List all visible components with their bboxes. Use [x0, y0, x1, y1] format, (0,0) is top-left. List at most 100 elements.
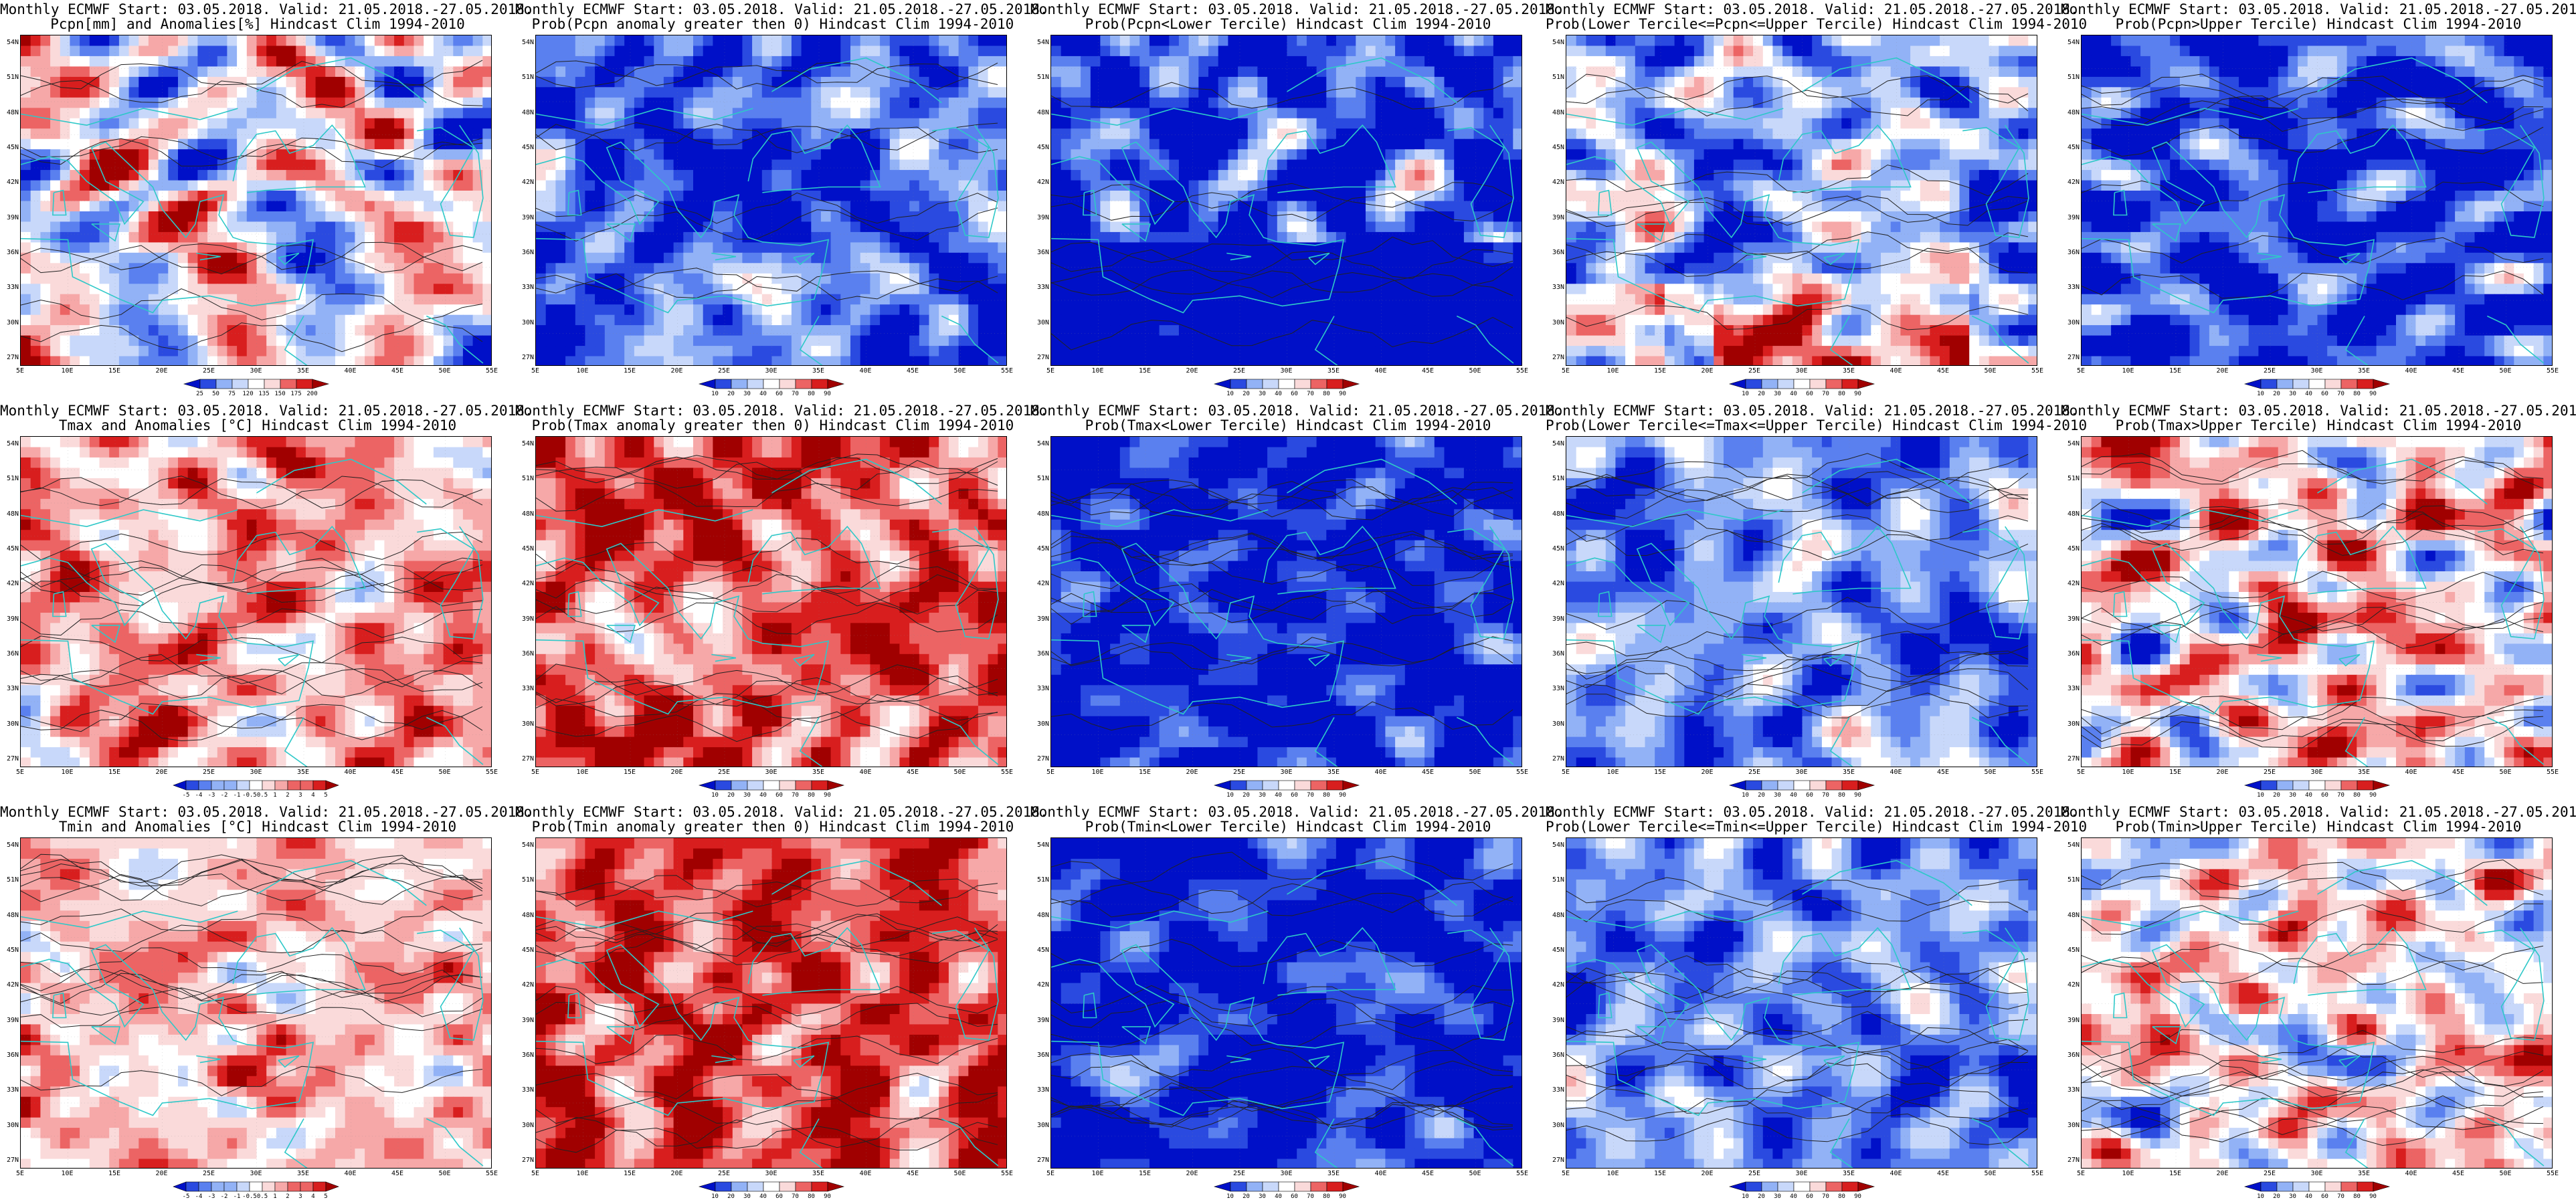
longitude-tick-label: 35E — [2354, 1171, 2374, 1177]
longitude-tick-label: 30E — [1792, 368, 1812, 375]
contour-lines — [536, 454, 998, 742]
latitude-tick-label: 30N — [1551, 319, 1564, 326]
colorbar-tick-label: -3 — [203, 1193, 220, 1200]
colorbar-tick-label: 20 — [723, 792, 740, 799]
longitude-tick-label: 5E — [10, 769, 30, 776]
latitude-tick-label: 48N — [1551, 109, 1564, 116]
latitude-tick-label: 48N — [521, 912, 534, 919]
latitude-tick-label: 36N — [1551, 651, 1564, 658]
longitude-tick-label: 25E — [714, 769, 734, 776]
latitude-tick-label: 51N — [1551, 74, 1564, 81]
colorbar-tick-label: 80 — [803, 792, 820, 799]
latitude-tick-label: 54N — [5, 441, 19, 447]
longitude-tick-label: 5E — [1556, 1171, 1576, 1177]
longitude-tick-label: 25E — [199, 769, 219, 776]
latitude-tick-label: 54N — [1551, 842, 1564, 849]
latitude-tick-label: 33N — [2066, 1087, 2080, 1094]
latitude-tick-label: 51N — [5, 476, 19, 482]
longitude-tick-label: 45E — [387, 368, 407, 375]
colorbar — [698, 1181, 844, 1192]
latitude-tick-label: 30N — [1036, 720, 1049, 728]
forecast-map — [535, 35, 1007, 366]
longitude-tick-label: 30E — [2307, 368, 2327, 375]
latitude-tick-label: 54N — [5, 842, 19, 849]
latitude-tick-label: 27N — [5, 756, 19, 763]
longitude-tick-label: 20E — [2213, 368, 2233, 375]
colorbar-tick-label: 80 — [2349, 1193, 2366, 1200]
longitude-tick-label: 55E — [2027, 1171, 2047, 1177]
longitude-tick-label: 10E — [58, 368, 78, 375]
longitude-tick-label: 55E — [997, 368, 1017, 375]
longitude-tick-label: 30E — [1277, 769, 1297, 776]
latitude-tick-label: 51N — [521, 877, 534, 884]
colorbar-tick-label: 30 — [1769, 1193, 1786, 1200]
colorbar-tick-label: 60 — [1286, 792, 1303, 799]
longitude-tick-label: 50E — [1465, 1171, 1485, 1177]
longitude-tick-label: 40E — [2401, 1171, 2421, 1177]
forecast-panel: Monthly ECMWF Start: 03.05.2018. Valid: … — [515, 0, 1048, 401]
colorbar-tick-label: 90 — [2365, 391, 2382, 397]
latitude-tick-label: 42N — [521, 179, 534, 186]
coastlines — [21, 57, 484, 365]
latitude-tick-label: 51N — [2066, 476, 2080, 482]
contour-lines — [1051, 851, 1513, 1130]
longitude-tick-label: 35E — [808, 368, 828, 375]
longitude-tick-label: 40E — [856, 1171, 876, 1177]
latitude-tick-label: 54N — [521, 39, 534, 46]
latitude-tick-label: 42N — [1551, 581, 1564, 587]
longitude-tick-label: 50E — [1465, 368, 1485, 375]
latitude-tick-label: 48N — [5, 109, 19, 116]
forecast-map — [1566, 837, 2037, 1169]
latitude-tick-label: 36N — [2066, 651, 2080, 658]
forecast-map — [1050, 436, 1522, 767]
panel-title: Monthly ECMWF Start: 03.05.2018. Valid: … — [0, 403, 533, 419]
colorbar-tick-label: 90 — [2365, 792, 2382, 799]
coastlines — [2082, 860, 2545, 1168]
longitude-tick-label: 10E — [1088, 368, 1108, 375]
colorbar-tick-label: 60 — [2316, 391, 2334, 397]
latitude-tick-label: 30N — [2066, 319, 2080, 326]
longitude-tick-label: 50E — [950, 1171, 970, 1177]
latitude-tick-label: 45N — [5, 947, 19, 954]
panel-subtitle: Prob(Tmin<Lower Tercile) Hindcast Clim 1… — [1030, 819, 1546, 835]
latitude-tick-label: 39N — [2066, 615, 2080, 623]
longitude-tick-label: 45E — [387, 769, 407, 776]
colorbar-tick-label: 40 — [2300, 1193, 2318, 1200]
latitude-tick-label: 42N — [2066, 179, 2080, 186]
longitude-tick-label: 40E — [1886, 368, 1906, 375]
latitude-tick-label: 42N — [5, 581, 19, 587]
latitude-tick-label: 54N — [521, 441, 534, 447]
longitude-tick-label: 50E — [435, 1171, 455, 1177]
coastlines — [2082, 458, 2545, 767]
colorbar-tick-label: 60 — [1286, 1193, 1303, 1200]
colorbar-tick-label: 80 — [803, 391, 820, 397]
longitude-tick-label: 35E — [1839, 769, 1859, 776]
colorbar-tick-label: 40 — [1785, 391, 1803, 397]
colorbar-tick-label: 20 — [1753, 391, 1770, 397]
latitude-tick-label: 42N — [5, 179, 19, 186]
latitude-tick-label: 30N — [2066, 1122, 2080, 1129]
longitude-tick-label: 25E — [199, 368, 219, 375]
forecast-map — [2081, 837, 2553, 1169]
colorbar-tick-label: 70 — [2332, 391, 2350, 397]
colorbar-tick-label: 20 — [1753, 1193, 1770, 1200]
colorbar-tick-label: 80 — [1833, 792, 1851, 799]
longitude-tick-label: 15E — [2165, 368, 2185, 375]
latitude-tick-label: 27N — [1551, 756, 1564, 763]
shaded-field — [1566, 437, 2037, 767]
longitude-tick-label: 55E — [2543, 769, 2563, 776]
latitude-tick-label: 27N — [5, 355, 19, 361]
colorbar-tick-label: 60 — [1801, 792, 1819, 799]
latitude-tick-label: 42N — [5, 982, 19, 989]
forecast-map — [1566, 436, 2037, 767]
latitude-tick-label: 45N — [1036, 144, 1049, 151]
longitude-tick-label: 55E — [2543, 368, 2563, 375]
latitude-tick-label: 27N — [1036, 1157, 1049, 1164]
longitude-tick-label: 35E — [1323, 769, 1344, 776]
longitude-tick-label: 35E — [808, 1171, 828, 1177]
colorbar-tick-label: -1 — [228, 1193, 246, 1200]
latitude-tick-label: 51N — [5, 74, 19, 81]
forecast-map — [20, 436, 492, 767]
colorbar-tick-label: 40 — [2300, 391, 2318, 397]
map-canvas — [1566, 437, 2037, 767]
